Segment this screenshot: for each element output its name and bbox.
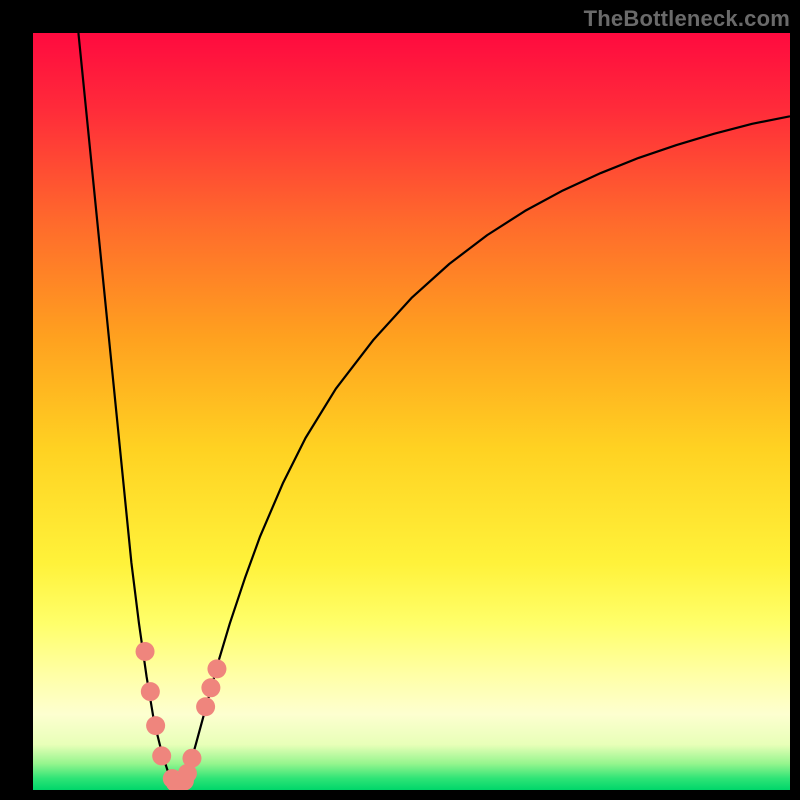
scatter-point <box>196 697 215 716</box>
bottleneck-chart: TheBottleneck.com <box>0 0 800 800</box>
scatter-point <box>141 682 160 701</box>
scatter-point <box>146 716 165 735</box>
scatter-point <box>136 642 155 661</box>
scatter-point <box>201 678 220 697</box>
chart-svg <box>0 0 800 800</box>
scatter-point <box>207 659 226 678</box>
watermark-text: TheBottleneck.com <box>584 6 790 32</box>
scatter-point <box>182 749 201 768</box>
scatter-point <box>152 746 171 765</box>
